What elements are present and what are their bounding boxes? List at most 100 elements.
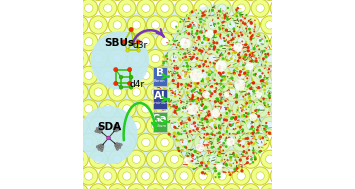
Circle shape [241,128,244,131]
Circle shape [193,53,195,55]
Circle shape [210,92,213,95]
Circle shape [196,146,199,149]
Circle shape [75,21,83,29]
Circle shape [223,145,225,146]
Circle shape [213,100,231,118]
Circle shape [165,99,168,102]
Circle shape [192,129,195,132]
Circle shape [119,85,123,89]
Circle shape [131,39,135,43]
Circle shape [196,70,200,74]
Circle shape [233,84,235,87]
Circle shape [199,138,207,147]
Circle shape [99,167,117,185]
Circle shape [222,28,223,30]
Circle shape [184,157,190,164]
Circle shape [219,146,222,149]
Circle shape [242,150,260,168]
Circle shape [253,143,255,145]
Circle shape [218,38,226,46]
Circle shape [200,104,203,106]
Circle shape [193,24,195,26]
Circle shape [123,105,131,113]
Circle shape [219,55,221,57]
Circle shape [252,34,254,36]
Circle shape [173,91,175,93]
Circle shape [204,14,207,16]
Circle shape [248,101,251,104]
Circle shape [242,150,245,153]
Circle shape [255,139,257,140]
Circle shape [266,131,267,133]
Circle shape [202,144,205,147]
Circle shape [244,22,247,26]
Circle shape [243,79,244,80]
Circle shape [247,49,250,53]
Circle shape [253,142,256,145]
Circle shape [228,122,236,130]
Circle shape [237,53,240,56]
Circle shape [187,50,189,51]
Circle shape [245,14,247,16]
Circle shape [227,34,229,36]
Circle shape [235,101,238,104]
Circle shape [227,81,229,82]
Circle shape [189,54,198,63]
Circle shape [187,160,191,163]
Circle shape [223,118,226,121]
Circle shape [248,75,250,77]
Circle shape [214,167,216,169]
Circle shape [159,93,160,95]
Circle shape [199,105,207,113]
Circle shape [252,47,256,50]
Circle shape [257,94,258,95]
Circle shape [260,101,262,102]
Circle shape [142,138,150,147]
Circle shape [228,82,231,85]
Circle shape [195,158,196,160]
Circle shape [243,72,246,75]
Circle shape [199,71,207,79]
Circle shape [185,146,187,149]
Circle shape [215,70,218,72]
Circle shape [250,21,252,24]
Circle shape [168,99,171,103]
Circle shape [254,109,257,112]
Circle shape [127,81,132,86]
Circle shape [222,134,224,136]
Circle shape [89,50,107,68]
Circle shape [243,55,246,58]
Circle shape [196,156,199,159]
Circle shape [261,16,279,34]
Circle shape [187,83,190,87]
Circle shape [219,73,222,76]
Circle shape [171,90,173,91]
Circle shape [229,49,230,50]
Circle shape [266,54,274,63]
Circle shape [199,30,202,33]
Circle shape [229,163,231,166]
Circle shape [237,26,239,27]
Circle shape [266,77,268,79]
Circle shape [219,14,220,16]
Circle shape [129,27,133,32]
Circle shape [254,157,256,159]
Circle shape [116,125,119,128]
Circle shape [166,58,168,60]
Circle shape [235,9,238,11]
Circle shape [118,128,121,130]
Circle shape [113,21,121,29]
Circle shape [203,150,222,168]
Circle shape [176,67,179,70]
Circle shape [261,50,279,68]
Circle shape [194,100,212,118]
Circle shape [174,93,176,95]
Circle shape [256,90,257,91]
Circle shape [231,116,233,118]
Circle shape [206,126,208,128]
Circle shape [99,100,117,118]
Circle shape [159,101,161,103]
Circle shape [261,79,264,82]
Circle shape [180,71,188,79]
Circle shape [246,85,249,88]
